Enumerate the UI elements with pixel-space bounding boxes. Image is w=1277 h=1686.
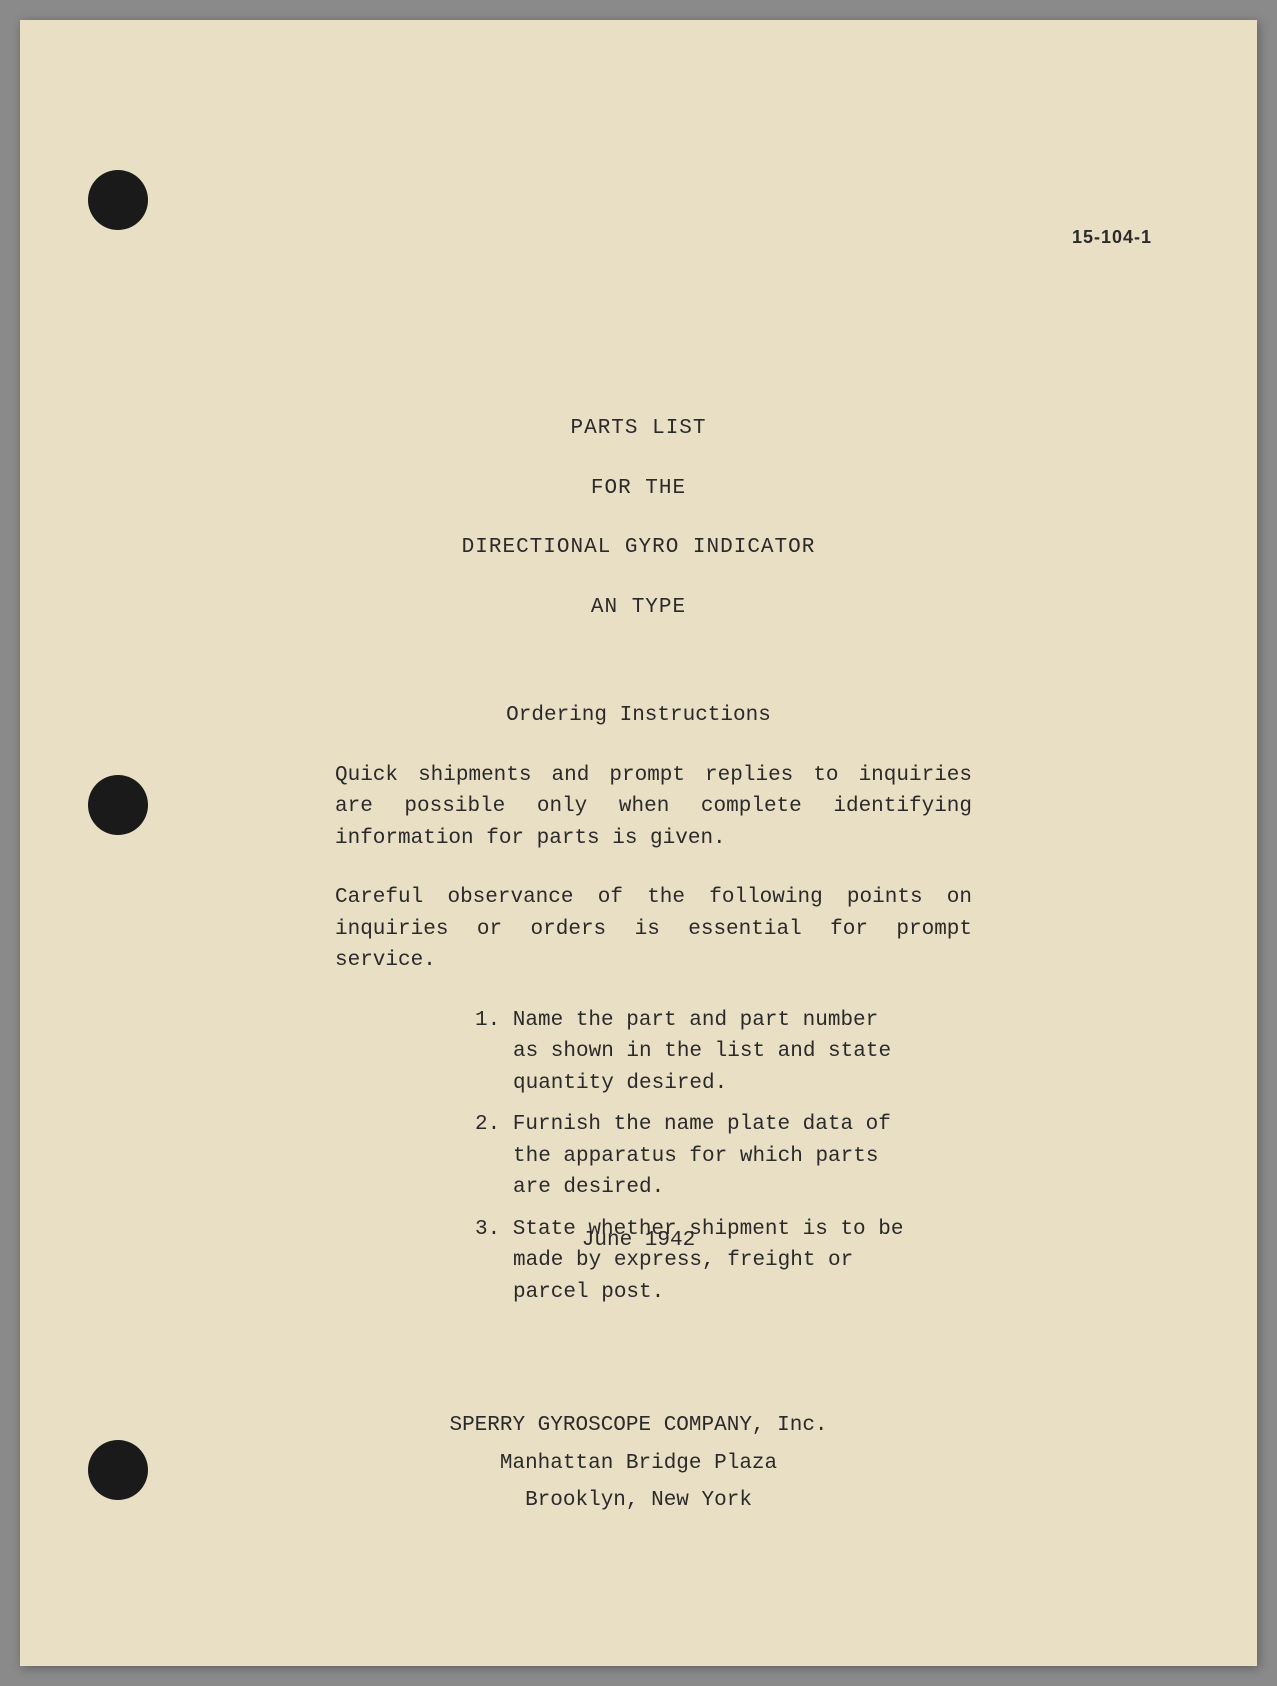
punch-hole-top <box>88 170 148 230</box>
company-address-1: Manhattan Bridge Plaza <box>20 1448 1257 1480</box>
title-block: PARTS LIST FOR THE DIRECTIONAL GYRO INDI… <box>20 413 1257 651</box>
company-name: SPERRY GYROSCOPE COMPANY, Inc. <box>20 1410 1257 1442</box>
numbered-list: 1. Name the part and part number as show… <box>475 1005 907 1309</box>
company-address-2: Brooklyn, New York <box>20 1485 1257 1517</box>
instructions-paragraph-1: Quick shipments and prompt replies to in… <box>335 760 972 855</box>
company-block: SPERRY GYROSCOPE COMPANY, Inc. Manhattan… <box>20 1410 1257 1523</box>
document-page: 15-104-1 PARTS LIST FOR THE DIRECTIONAL … <box>20 20 1257 1666</box>
instructions-heading: Ordering Instructions <box>20 700 1257 732</box>
title-line-1: PARTS LIST <box>20 413 1257 445</box>
title-line-4: AN TYPE <box>20 592 1257 624</box>
title-line-3: DIRECTIONAL GYRO INDICATOR <box>20 532 1257 564</box>
list-item-2: 2. Furnish the name plate data of the ap… <box>475 1109 907 1204</box>
instructions-paragraph-2: Careful observance of the following poin… <box>335 882 972 977</box>
document-number: 15-104-1 <box>1072 227 1152 248</box>
list-item-1: 1. Name the part and part number as show… <box>475 1005 907 1100</box>
title-line-2: FOR THE <box>20 473 1257 505</box>
document-date: June 1942 <box>20 1225 1257 1257</box>
